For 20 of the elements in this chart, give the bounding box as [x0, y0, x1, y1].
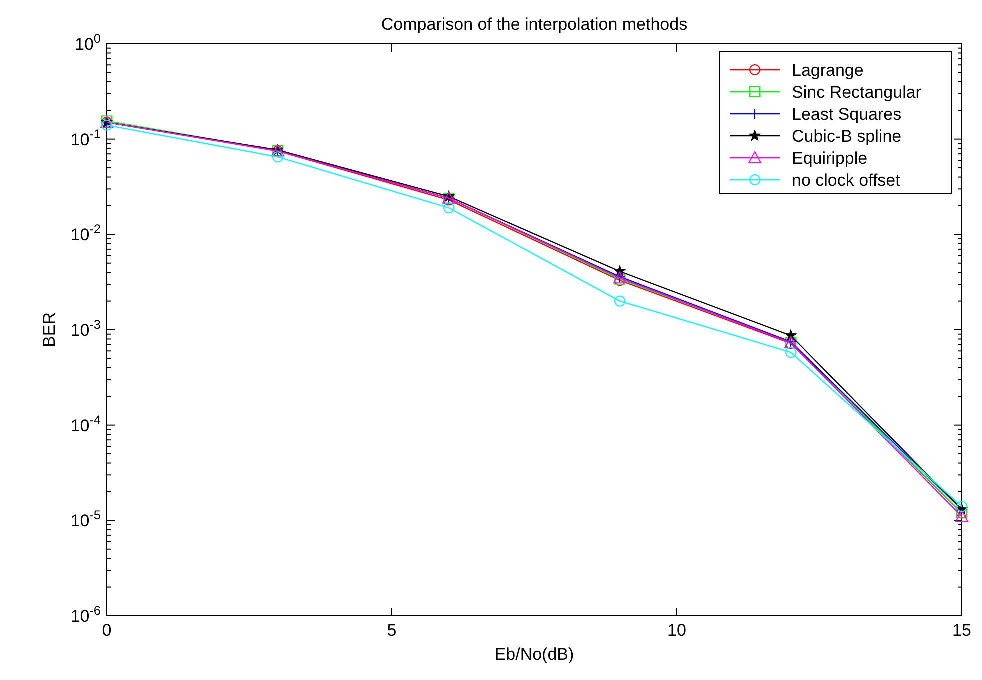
legend-label: Sinc Rectangular — [792, 83, 922, 102]
legend-label: Cubic-B spline — [792, 127, 902, 146]
x-tick-label: 10 — [668, 621, 686, 640]
x-axis-title: Eb/No(dB) — [494, 645, 574, 664]
legend-label: Lagrange — [792, 61, 864, 80]
y-tick-label: 10$^{-3}$ — [70, 316, 101, 340]
y-tick-label: 10$^{0}$ — [74, 30, 101, 54]
y-axis-title: BER — [40, 312, 59, 348]
legend-label: no clock offset — [792, 171, 901, 190]
x-tick-label: 15 — [952, 621, 972, 640]
y-tick-label: 10$^{-6}$ — [70, 602, 101, 626]
y-tick-label: 10$^{-2}$ — [70, 221, 101, 245]
legend-label: Equiripple — [792, 149, 868, 168]
legend-label: Least Squares — [792, 105, 902, 124]
y-tick-label: 10$^{-5}$ — [70, 507, 101, 531]
x-tick-label: 0 — [102, 621, 112, 640]
y-tick-label: 10$^{-4}$ — [70, 412, 101, 436]
x-tick-label: 5 — [387, 621, 397, 640]
y-tick-label: 10$^{-1}$ — [70, 126, 101, 150]
chart-title: Comparison of the interpolation methods — [381, 15, 688, 34]
